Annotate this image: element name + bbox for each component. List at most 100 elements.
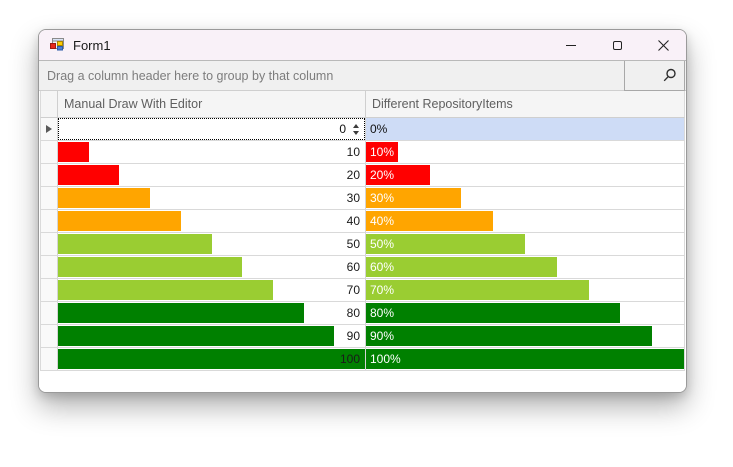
cell-manual-draw[interactable]: 40	[58, 210, 366, 232]
form-window: Form1 Drag a column header here to group…	[38, 29, 687, 393]
grid-row: 80 80%	[40, 302, 685, 325]
cell-repository-item[interactable]: 30%	[366, 187, 684, 209]
cell-value: 10	[346, 145, 360, 159]
grid-control: Drag a column header here to group by th…	[39, 61, 686, 392]
column-header-repository-items[interactable]: Different RepositoryItems	[366, 91, 684, 117]
row-indicator[interactable]	[41, 256, 58, 278]
percent-label: 100%	[370, 352, 401, 366]
cell-value: 70	[346, 283, 360, 297]
progress-bar	[58, 280, 273, 300]
row-indicator[interactable]	[41, 325, 58, 347]
spin-up-icon[interactable]	[352, 123, 359, 128]
column-header-manual-draw[interactable]: Manual Draw With Editor	[58, 91, 366, 117]
cell-value: 80	[346, 306, 360, 320]
progress-bar	[366, 326, 653, 346]
grid-row: 0 0%	[40, 118, 685, 141]
spin-editor[interactable]: 0	[58, 118, 365, 140]
minimize-button[interactable]	[548, 30, 594, 60]
indicator-column-header	[41, 91, 58, 117]
row-indicator[interactable]	[41, 302, 58, 324]
group-panel-text: Drag a column header here to group by th…	[47, 68, 334, 83]
search-icon	[663, 68, 676, 82]
maximize-icon	[612, 40, 622, 50]
row-indicator[interactable]	[41, 164, 58, 186]
cell-manual-draw[interactable]: 100	[58, 348, 366, 370]
row-indicator[interactable]	[41, 118, 58, 140]
percent-label: 40%	[370, 214, 395, 228]
cell-value: 60	[346, 260, 360, 274]
progress-bar	[366, 211, 494, 231]
percent-label: 20%	[370, 168, 395, 182]
search-button[interactable]	[624, 61, 685, 91]
close-button[interactable]	[640, 30, 686, 60]
progress-bar	[58, 165, 120, 185]
progress-bar	[366, 234, 525, 254]
spin-up-down-buttons[interactable]	[349, 120, 362, 138]
progress-bar	[366, 257, 557, 277]
window-title: Form1	[73, 37, 111, 53]
cell-repository-item[interactable]: 100%	[366, 348, 684, 370]
cell-value: 100	[339, 352, 360, 366]
grid-rows: 0 0% 10 10% 20 20% 30 30% 40 40% 50 50% 60 60% 70 70% 80…	[40, 118, 685, 371]
spin-down-icon[interactable]	[352, 130, 359, 135]
caption-buttons	[548, 30, 686, 60]
progress-bar	[58, 326, 335, 346]
cell-manual-draw[interactable]: 30	[58, 187, 366, 209]
column-header-label: Manual Draw With Editor	[64, 97, 203, 111]
cell-repository-item[interactable]: 70%	[366, 279, 684, 301]
percent-label: 30%	[370, 191, 395, 205]
cell-repository-item[interactable]: 90%	[366, 325, 684, 347]
cell-repository-item[interactable]: 50%	[366, 233, 684, 255]
progress-bar	[58, 303, 304, 323]
cell-manual-draw[interactable]: 80	[58, 302, 366, 324]
progress-bar	[366, 142, 398, 162]
grid-body: Manual Draw With Editor Different Reposi…	[40, 91, 685, 371]
focused-row-arrow-icon	[46, 125, 52, 133]
progress-bar	[58, 188, 151, 208]
cell-manual-draw[interactable]: 70	[58, 279, 366, 301]
grid-row: 100 100%	[40, 348, 685, 371]
cell-manual-draw[interactable]: 90	[58, 325, 366, 347]
row-indicator[interactable]	[41, 348, 58, 370]
cell-repository-item[interactable]: 10%	[366, 141, 684, 163]
cell-repository-item[interactable]: 0%	[366, 118, 684, 140]
row-indicator[interactable]	[41, 279, 58, 301]
progress-bar	[58, 142, 89, 162]
percent-label: 80%	[370, 306, 395, 320]
cell-manual-draw[interactable]: 0	[58, 118, 366, 140]
progress-bar	[366, 188, 462, 208]
progress-bar	[58, 349, 365, 369]
column-header-row: Manual Draw With Editor Different Reposi…	[40, 91, 685, 118]
progress-bar	[58, 257, 243, 277]
row-indicator[interactable]	[41, 187, 58, 209]
cell-value: 40	[346, 214, 360, 228]
grid-row: 50 50%	[40, 233, 685, 256]
cell-repository-item[interactable]: 40%	[366, 210, 684, 232]
cell-manual-draw[interactable]: 50	[58, 233, 366, 255]
cell-manual-draw[interactable]: 60	[58, 256, 366, 278]
progress-bar	[366, 165, 430, 185]
cell-manual-draw[interactable]: 10	[58, 141, 366, 163]
row-indicator[interactable]	[41, 210, 58, 232]
cell-manual-draw[interactable]: 20	[58, 164, 366, 186]
percent-label: 0%	[370, 122, 388, 136]
cell-repository-item[interactable]: 60%	[366, 256, 684, 278]
percent-label: 60%	[370, 260, 395, 274]
column-header-label: Different RepositoryItems	[372, 97, 513, 111]
percent-label: 90%	[370, 329, 395, 343]
grid-row: 10 10%	[40, 141, 685, 164]
progress-bar	[58, 211, 181, 231]
progress-bar	[366, 349, 684, 369]
group-by-panel[interactable]: Drag a column header here to group by th…	[39, 61, 686, 91]
progress-bar	[58, 234, 212, 254]
row-indicator[interactable]	[41, 233, 58, 255]
progress-bar	[366, 280, 589, 300]
cell-repository-item[interactable]: 20%	[366, 164, 684, 186]
winforms-app-icon	[50, 38, 64, 51]
minimize-icon	[566, 44, 576, 46]
grid-row: 90 90%	[40, 325, 685, 348]
maximize-button[interactable]	[594, 30, 640, 60]
cell-repository-item[interactable]: 80%	[366, 302, 684, 324]
row-indicator[interactable]	[41, 141, 58, 163]
